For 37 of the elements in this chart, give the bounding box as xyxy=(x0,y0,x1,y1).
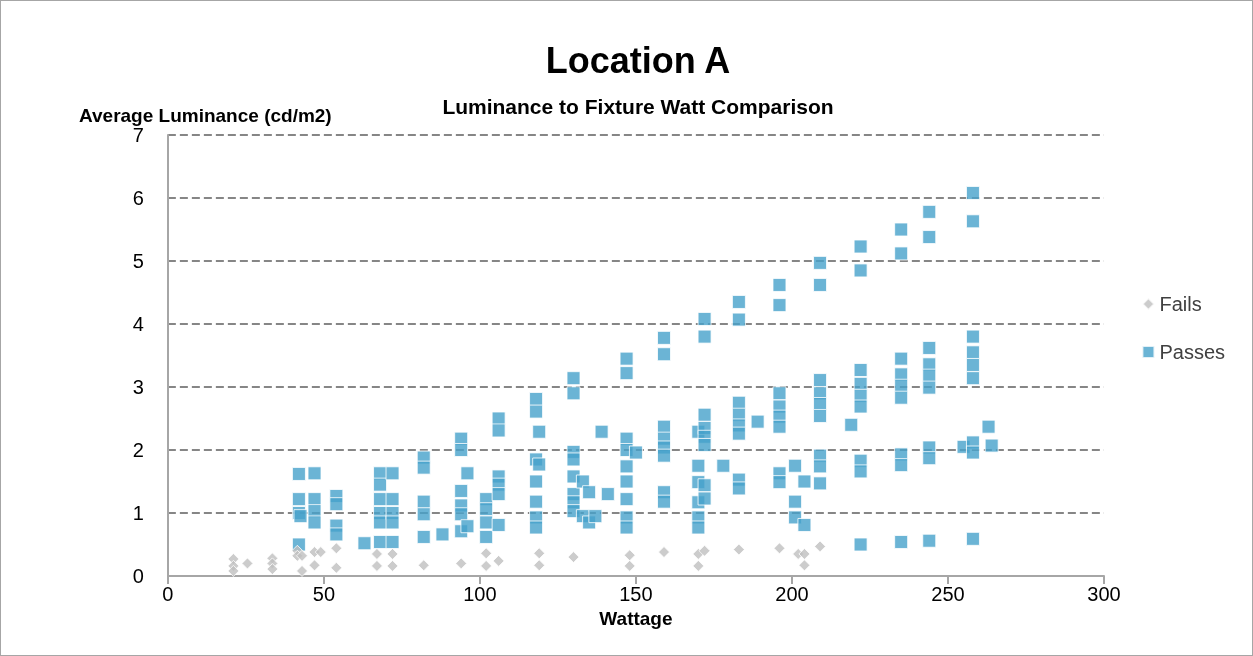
point xyxy=(386,547,399,560)
point xyxy=(533,559,546,572)
x-tick-label: 0 xyxy=(162,583,174,605)
point xyxy=(533,547,546,560)
y-tick-label: 0 xyxy=(132,565,144,587)
point xyxy=(417,559,430,572)
x-tick-label: 50 xyxy=(312,583,335,605)
point xyxy=(330,542,343,555)
point xyxy=(308,559,321,572)
y-tick-label: 3 xyxy=(132,376,144,398)
point xyxy=(227,564,240,577)
point xyxy=(480,547,493,560)
point xyxy=(330,561,343,574)
x-tick-label: 150 xyxy=(619,583,653,605)
x-tick-label: 300 xyxy=(1087,583,1121,605)
chart-title: Location A xyxy=(545,39,731,81)
y-tick-label: 5 xyxy=(132,250,144,272)
x-tick-label: 200 xyxy=(775,583,809,605)
y-tick-label: 1 xyxy=(132,502,144,524)
point xyxy=(773,542,786,555)
y-tick-label: 6 xyxy=(132,187,144,209)
y-tick-label: 4 xyxy=(132,313,144,335)
point xyxy=(814,540,827,553)
point xyxy=(798,559,811,572)
legend-label: Fails xyxy=(1159,293,1202,315)
point xyxy=(241,557,254,570)
point xyxy=(698,544,711,557)
point xyxy=(296,549,309,562)
point xyxy=(455,557,468,570)
x-tick-label: 250 xyxy=(931,583,965,605)
x-axis-title: Wattage xyxy=(599,607,673,629)
y-axis-title: Average Luminance (cd/m2) xyxy=(78,105,332,127)
x-tick-label: 100 xyxy=(463,583,497,605)
point xyxy=(732,543,745,556)
y-tick-label: 2 xyxy=(132,439,144,461)
legend-label: Passes xyxy=(1159,341,1226,363)
chart-subtitle: Luminance to Fixture Watt Comparison xyxy=(442,95,834,118)
